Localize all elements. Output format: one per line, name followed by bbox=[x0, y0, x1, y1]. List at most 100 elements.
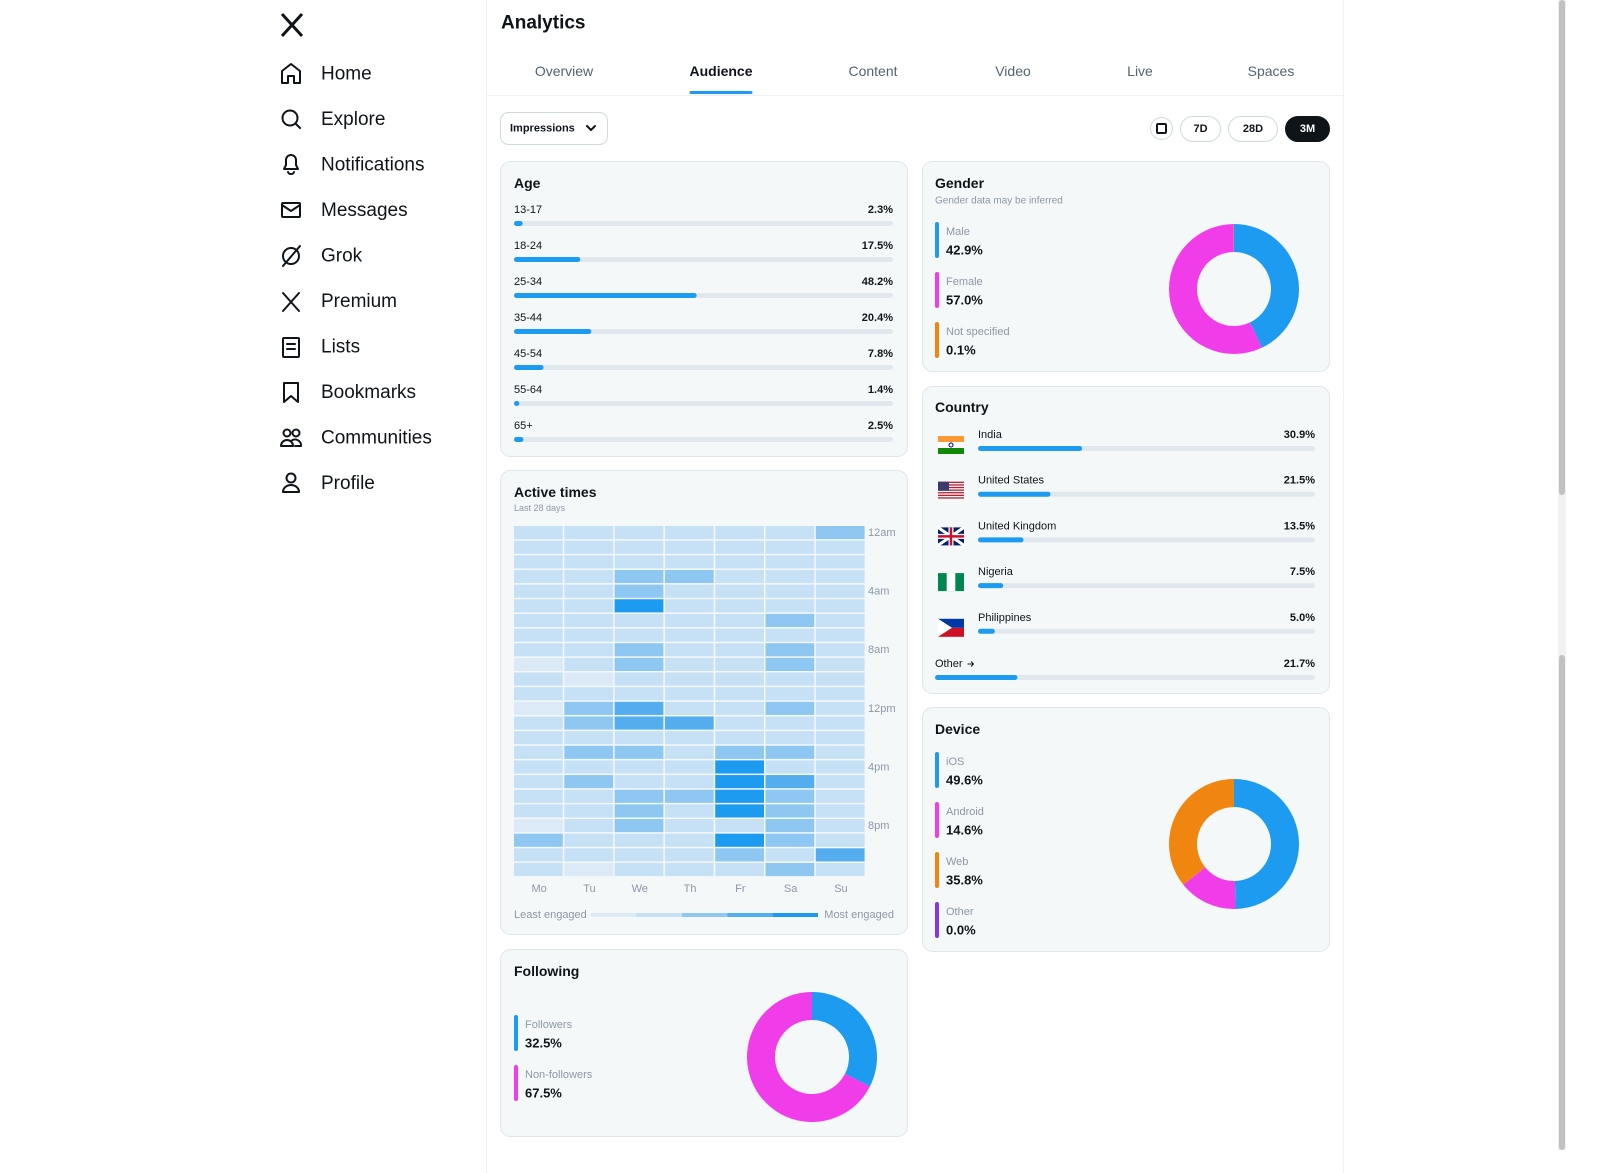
bar bbox=[978, 491, 1051, 497]
legend-name: Android bbox=[946, 806, 984, 818]
calendar-button[interactable] bbox=[1150, 117, 1173, 140]
heat-cell bbox=[614, 526, 664, 540]
heat-cell bbox=[715, 862, 764, 877]
heat-cell bbox=[664, 862, 714, 877]
heat-cell bbox=[564, 731, 614, 745]
heat-cell bbox=[815, 540, 865, 554]
heat-cell bbox=[514, 569, 563, 584]
heat-cell bbox=[715, 569, 764, 584]
flag bbox=[938, 527, 964, 546]
flag bbox=[938, 481, 949, 491]
legend-gradient bbox=[636, 913, 682, 917]
tab[interactable]: Content bbox=[848, 63, 897, 79]
range-label: 3M bbox=[1300, 123, 1315, 135]
nav-label[interactable]: Messages bbox=[321, 200, 408, 221]
flag bbox=[948, 442, 954, 448]
heat-cell bbox=[664, 569, 714, 584]
heat-cell bbox=[514, 848, 563, 862]
heat-cell bbox=[765, 848, 815, 862]
nav-label[interactable]: Premium bbox=[321, 291, 397, 312]
range-button[interactable] bbox=[1285, 116, 1330, 142]
range-button[interactable] bbox=[1180, 116, 1221, 142]
bar bbox=[514, 221, 523, 226]
heat-cell bbox=[815, 862, 865, 877]
nav-label[interactable]: Communities bbox=[321, 428, 432, 449]
heat-cell bbox=[564, 687, 614, 701]
heat-cell bbox=[765, 555, 815, 569]
legend-high: Most engaged bbox=[824, 909, 894, 921]
nav-label[interactable]: Lists bbox=[321, 337, 360, 358]
heat-cell bbox=[514, 540, 563, 554]
heat-cell bbox=[715, 701, 764, 715]
legend-value: 67.5% bbox=[525, 1086, 562, 1101]
flag-icon bbox=[938, 436, 964, 454]
flag bbox=[938, 492, 964, 494]
scroll-thumb[interactable] bbox=[1559, 0, 1565, 495]
legend-swatch bbox=[935, 902, 939, 938]
heat-cell bbox=[564, 833, 614, 847]
legend-swatch bbox=[935, 752, 939, 788]
heat-cell bbox=[664, 526, 714, 540]
heat-cell bbox=[765, 804, 815, 818]
tab[interactable]: Spaces bbox=[1248, 63, 1295, 79]
heat-cell bbox=[815, 672, 865, 686]
row-value: 30.9% bbox=[1284, 429, 1315, 441]
flag bbox=[938, 486, 964, 489]
legend-value: 14.6% bbox=[946, 823, 983, 838]
nav-label[interactable]: Grok bbox=[321, 246, 363, 267]
calendar-icon bbox=[1156, 123, 1167, 134]
heat-cell bbox=[564, 848, 614, 862]
bar-track bbox=[978, 537, 1315, 543]
tab[interactable]: Overview bbox=[535, 63, 594, 79]
range-label: 7D bbox=[1193, 123, 1207, 135]
heat-cell bbox=[514, 628, 563, 642]
heat-cell bbox=[514, 789, 563, 803]
heat-cell bbox=[815, 745, 865, 759]
heat-cell bbox=[815, 687, 865, 701]
flag bbox=[938, 436, 964, 442]
row-label: 18-24 bbox=[514, 240, 542, 252]
tab[interactable]: Video bbox=[995, 63, 1031, 79]
nav-label[interactable]: Notifications bbox=[321, 155, 425, 176]
heat-cell bbox=[614, 657, 664, 671]
heat-cell bbox=[664, 540, 714, 554]
heat-cell bbox=[514, 555, 563, 569]
heat-cell bbox=[564, 526, 614, 540]
heat-cell bbox=[815, 804, 865, 818]
range-button[interactable] bbox=[1228, 116, 1278, 142]
card-subtitle: Gender data may be inferred bbox=[935, 196, 1063, 207]
scrollbar[interactable] bbox=[1558, 0, 1566, 1150]
heat-cell bbox=[564, 775, 614, 789]
heat-cell bbox=[815, 819, 865, 833]
heat-cell bbox=[765, 687, 815, 701]
heat-cell bbox=[564, 599, 614, 613]
card-subtitle: Last 28 days bbox=[514, 503, 566, 513]
donut-segment bbox=[1168, 779, 1234, 885]
row-value: 20.4% bbox=[862, 312, 893, 324]
nav-label[interactable]: Bookmarks bbox=[321, 382, 416, 403]
row-label[interactable]: Other bbox=[935, 658, 963, 670]
legend-name: Other bbox=[946, 906, 974, 918]
arrow bbox=[967, 661, 975, 667]
flag bbox=[938, 484, 964, 486]
heat-cell bbox=[664, 613, 714, 628]
tab[interactable]: Audience bbox=[689, 63, 752, 79]
heat-cell bbox=[664, 672, 714, 686]
tab[interactable]: Live bbox=[1127, 63, 1153, 79]
metric-dropdown[interactable] bbox=[500, 112, 608, 145]
bar-track bbox=[514, 401, 893, 406]
nav-label[interactable]: Profile bbox=[321, 473, 375, 494]
metric-label: Impressions bbox=[510, 123, 575, 135]
heat-cell bbox=[614, 745, 664, 759]
heat-cell bbox=[765, 628, 815, 642]
row-value: 17.5% bbox=[862, 240, 893, 252]
nav-label[interactable]: Home bbox=[321, 64, 372, 85]
heat-cell bbox=[614, 599, 664, 613]
nav-label[interactable]: Explore bbox=[321, 109, 385, 130]
scroll-thumb[interactable] bbox=[1559, 655, 1565, 1150]
heat-cell bbox=[715, 687, 764, 701]
heat-cell bbox=[564, 540, 614, 554]
heat-cell bbox=[815, 833, 865, 847]
logo[interactable] bbox=[280, 12, 304, 38]
bar bbox=[514, 365, 544, 370]
